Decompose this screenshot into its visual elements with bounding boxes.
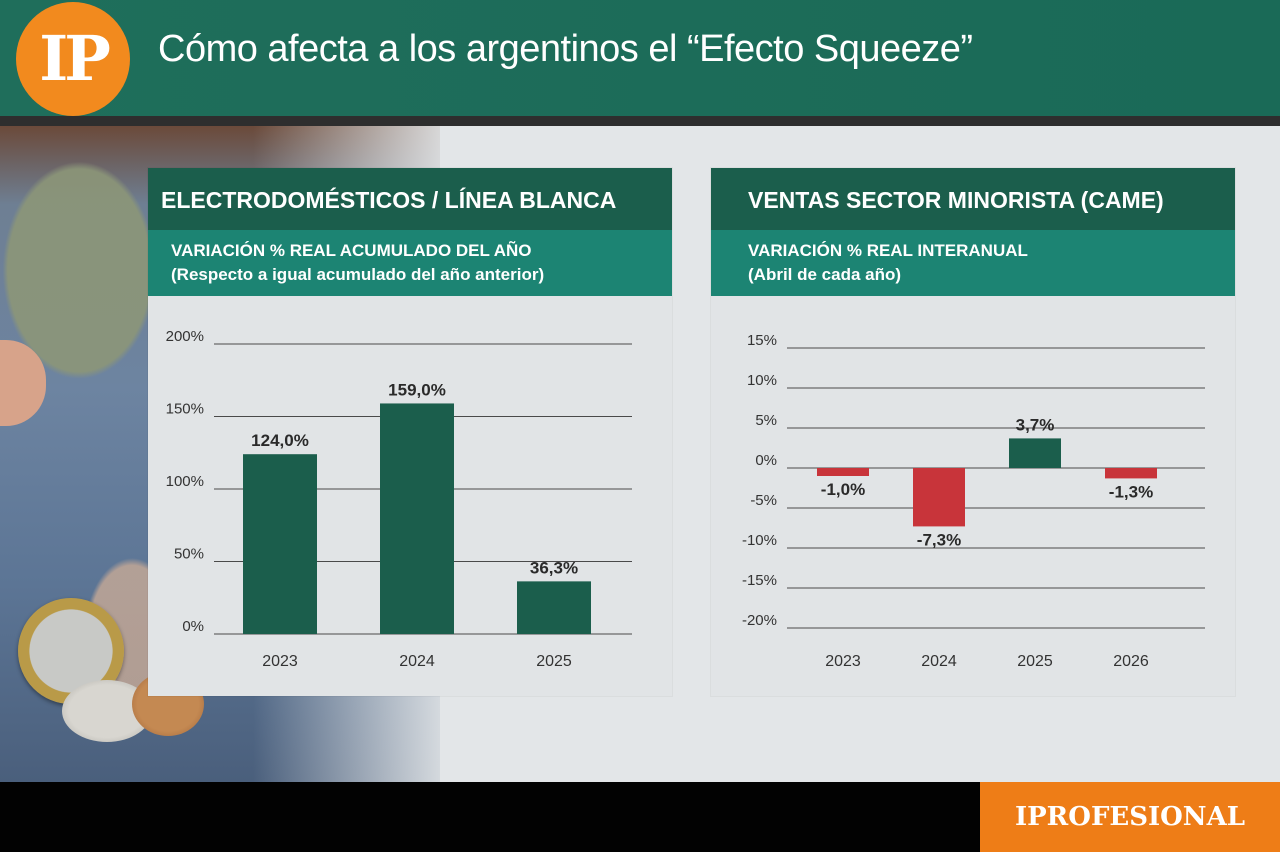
bar <box>243 454 317 634</box>
data-label: -1,0% <box>821 480 865 499</box>
panel-subtitle-line2: (Respecto a igual acumulado del año ante… <box>171 265 545 284</box>
y-tick-label: 50% <box>174 546 204 563</box>
bar <box>517 581 591 634</box>
bar-chart-electrodomesticos: 0% 50% 100% 150% 200% 124,0% 2023 159,0% 2024 36,… <box>166 328 632 670</box>
y-tick-label: -5% <box>750 492 777 509</box>
x-tick-label: 2025 <box>536 653 572 670</box>
y-tick-label: -10% <box>742 532 777 549</box>
bar-chart-ventas-minoristas: -20% -15% -10% -5% 0% 5% 10% 15% -1,0% 2023 -7,3% 2… <box>742 332 1205 670</box>
header-bar: IP Cómo afecta a los argentinos el “Efec… <box>0 0 1280 116</box>
x-tick-label: 2026 <box>1113 653 1149 670</box>
y-tick-label: 0% <box>182 618 204 635</box>
y-tick-label: 200% <box>166 328 204 345</box>
data-label: -7,3% <box>917 530 961 549</box>
y-tick-label: 150% <box>166 401 204 418</box>
panel-subtitle-line2: (Abril de cada año) <box>748 265 902 284</box>
chart-panel-ventas-minoristas: VENTAS SECTOR MINORISTA (CAME) VARIACIÓN… <box>711 168 1235 696</box>
panel-subtitle-line1: VARIACIÓN % REAL INTERANUAL <box>748 241 1028 260</box>
iprofesional-brand: IPROFESIONAL <box>980 782 1280 852</box>
header-divider <box>0 116 1280 126</box>
y-tick-label: 15% <box>747 332 777 349</box>
y-tick-label: 5% <box>755 412 777 429</box>
data-label: 36,3% <box>530 558 578 577</box>
bar <box>913 468 965 527</box>
bar <box>1105 468 1157 479</box>
panel-subtitle-line1: VARIACIÓN % REAL ACUMULADO DEL AÑO <box>171 241 532 260</box>
page-title: Cómo afecta a los argentinos el “Efecto … <box>158 28 973 70</box>
panel-title: VENTAS SECTOR MINORISTA (CAME) <box>711 168 1235 230</box>
panel-subtitle: VARIACIÓN % REAL ACUMULADO DEL AÑO (Resp… <box>148 230 672 296</box>
data-label: -1,3% <box>1109 482 1153 501</box>
bar <box>1009 438 1061 468</box>
y-tick-label: 0% <box>755 452 777 469</box>
data-label: 3,7% <box>1016 415 1055 434</box>
x-tick-label: 2023 <box>262 653 298 670</box>
chart-panel-electrodomesticos: ELECTRODOMÉSTICOS / LÍNEA BLANCA VARIACI… <box>148 168 672 696</box>
y-tick-label: -20% <box>742 612 777 629</box>
x-tick-label: 2024 <box>921 653 957 670</box>
data-label: 159,0% <box>388 380 446 399</box>
bar <box>380 403 454 634</box>
y-tick-label: 10% <box>747 372 777 389</box>
y-tick-label: 100% <box>166 473 204 490</box>
x-tick-label: 2023 <box>825 653 861 670</box>
panel-title: ELECTRODOMÉSTICOS / LÍNEA BLANCA <box>148 168 672 230</box>
panel-subtitle: VARIACIÓN % REAL INTERANUAL (Abril de ca… <box>711 230 1235 296</box>
x-tick-label: 2024 <box>399 653 435 670</box>
x-tick-label: 2025 <box>1017 653 1053 670</box>
data-label: 124,0% <box>251 431 309 450</box>
bar <box>817 468 869 476</box>
iprofesional-logo: IP <box>16 2 130 116</box>
y-tick-label: -15% <box>742 572 777 589</box>
